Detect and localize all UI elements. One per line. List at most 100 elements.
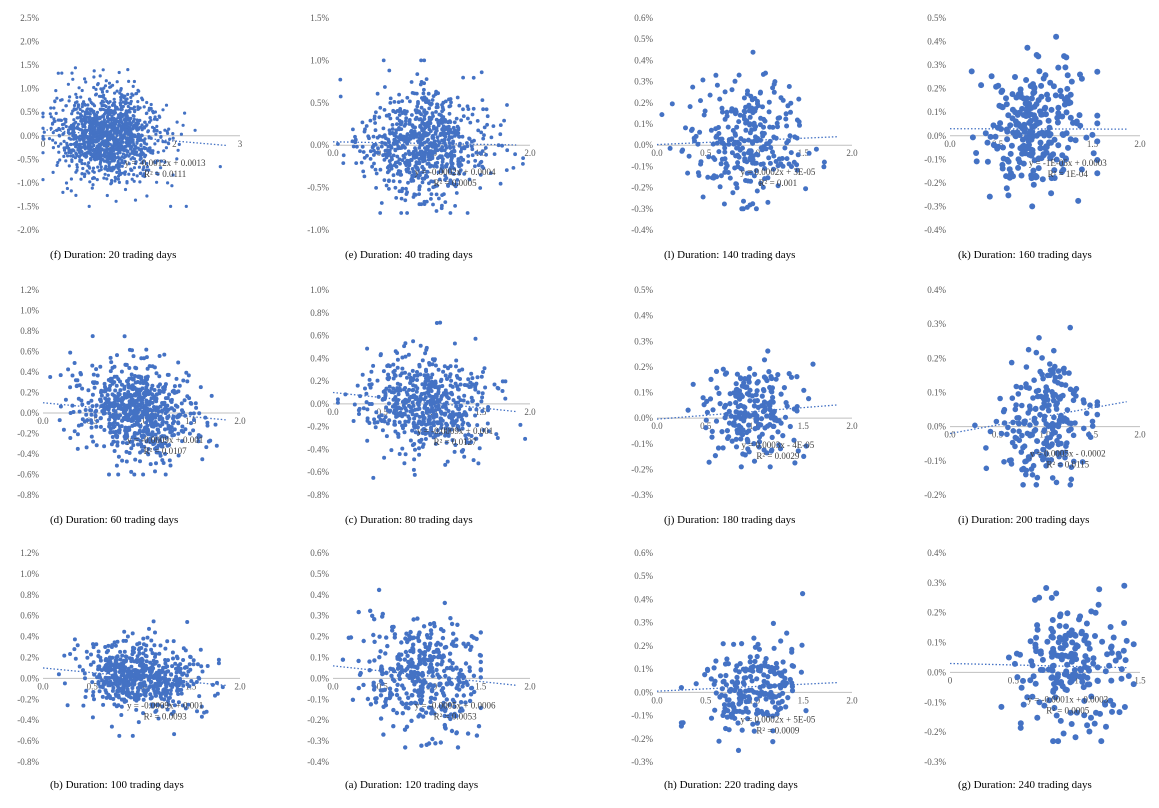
scatter-point xyxy=(93,138,97,143)
scatter-point xyxy=(156,172,160,176)
scatter-point xyxy=(117,168,121,172)
scatter-point xyxy=(753,416,759,422)
scatter-point xyxy=(426,154,431,159)
scatter-point xyxy=(105,145,109,149)
scatter-point xyxy=(109,724,114,729)
scatter-point xyxy=(153,142,157,146)
y-tick-label: 0.3% xyxy=(634,77,653,87)
scatter-point xyxy=(747,365,753,372)
scatter-point xyxy=(752,426,758,432)
scatter-point xyxy=(123,187,128,192)
scatter-point xyxy=(417,446,421,451)
scatter-point xyxy=(373,150,378,155)
scatter-point xyxy=(1032,406,1039,413)
y-tick-label: 0.0% xyxy=(634,140,653,150)
y-tick-label: 0.6% xyxy=(310,331,329,341)
scatter-point xyxy=(422,58,427,63)
scatter-point xyxy=(426,391,431,396)
scatter-point xyxy=(94,367,99,372)
scatter-point xyxy=(68,350,73,355)
scatter-point xyxy=(410,173,415,178)
scatter-point xyxy=(685,170,691,176)
scatter-point xyxy=(476,128,481,133)
scatter-point xyxy=(138,450,143,455)
scatter-point xyxy=(380,428,385,433)
scatter-point xyxy=(76,148,80,152)
scatter-point xyxy=(68,385,73,390)
scatter-point xyxy=(436,367,441,372)
scatter-point xyxy=(479,399,484,404)
scatter-point xyxy=(112,158,116,162)
scatter-point xyxy=(504,168,509,173)
scatter-point xyxy=(461,114,466,118)
scatter-point xyxy=(760,184,766,190)
scatter-point xyxy=(426,91,431,96)
scatter-point xyxy=(83,112,87,116)
scatter-point xyxy=(50,122,55,126)
scatter-point xyxy=(403,370,407,375)
scatter-point xyxy=(1037,139,1044,146)
scatter-point xyxy=(209,393,214,398)
trendline-equation: y = -0.0012x + 0.0013 xyxy=(125,158,206,168)
scatter-point xyxy=(443,411,448,416)
scatter-point xyxy=(56,71,60,75)
scatter-point xyxy=(484,152,488,157)
scatter-point xyxy=(437,196,441,201)
scatter-point xyxy=(102,118,107,122)
scatter-point xyxy=(171,656,175,661)
scatter-point xyxy=(150,383,155,388)
scatter-point xyxy=(1021,420,1028,427)
scatter-point xyxy=(141,168,145,172)
scatter-point xyxy=(383,148,388,153)
scatter-point xyxy=(729,150,735,156)
scatter-point xyxy=(763,146,769,152)
scatter-point xyxy=(49,106,53,110)
scatter-point xyxy=(387,179,391,184)
scatter-point xyxy=(465,104,470,109)
scatter-point xyxy=(503,379,508,384)
scatter-point xyxy=(449,378,454,383)
scatter-point xyxy=(1030,81,1036,88)
x-tick-label: 1.5 xyxy=(798,148,810,158)
scatter-point xyxy=(115,170,119,174)
scatter-point xyxy=(373,425,378,430)
scatter-point xyxy=(130,400,135,404)
scatter-point xyxy=(106,173,110,177)
scatter-point xyxy=(153,630,157,635)
scatter-point xyxy=(741,151,747,157)
scatter-point xyxy=(120,653,125,658)
scatter-point xyxy=(453,204,457,208)
scatter-point xyxy=(460,134,465,139)
scatter-point xyxy=(51,131,55,135)
scatter-point xyxy=(707,92,713,98)
scatter-point xyxy=(691,135,697,141)
scatter-point xyxy=(1094,138,1101,145)
scatter-point xyxy=(61,108,65,112)
scatter-point xyxy=(144,124,148,128)
scatter-point xyxy=(91,166,96,170)
scatter-point xyxy=(772,79,778,85)
scatter-point xyxy=(1001,459,1007,465)
scatter-point xyxy=(420,164,425,169)
scatter-point xyxy=(1045,117,1052,124)
scatter-point xyxy=(758,422,764,428)
scatter-point xyxy=(89,434,94,439)
scatter-point xyxy=(111,404,115,409)
scatter-point xyxy=(123,129,127,133)
scatter-point xyxy=(1055,64,1062,71)
scatter-point xyxy=(476,390,481,395)
scatter-point xyxy=(789,164,794,170)
scatter-point xyxy=(741,95,747,101)
scatter-point xyxy=(724,109,730,115)
scatter-point xyxy=(405,95,410,100)
scatter-point xyxy=(110,365,115,370)
scatter-point xyxy=(679,148,685,154)
scatter-point xyxy=(92,85,96,90)
scatter-point xyxy=(83,77,87,81)
scatter-point xyxy=(120,418,125,423)
scatter-point xyxy=(104,79,108,83)
scatter-point xyxy=(1077,71,1083,78)
scatter-point xyxy=(461,107,465,112)
scatter-point xyxy=(423,351,428,356)
scatter-point xyxy=(59,118,64,122)
